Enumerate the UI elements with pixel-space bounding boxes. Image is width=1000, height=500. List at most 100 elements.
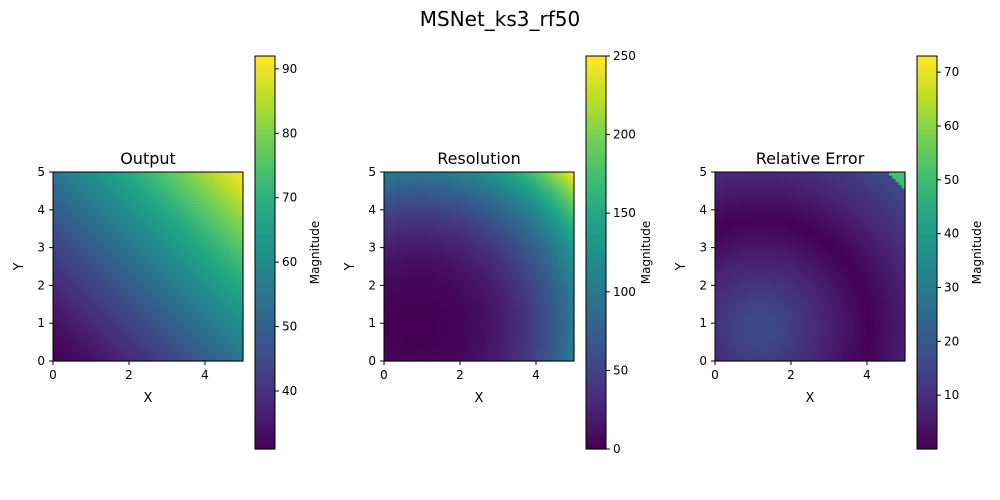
heatmap-cell — [110, 200, 114, 205]
heatmap-cell — [53, 175, 57, 179]
heatmap-cell — [167, 194, 171, 198]
heatmap-cell — [116, 329, 121, 334]
heatmap-cell — [84, 291, 89, 296]
heatmap-cell — [113, 279, 117, 283]
heatmap-cell — [141, 228, 146, 233]
heatmap-cell — [106, 272, 111, 277]
heatmap-cell — [97, 307, 102, 312]
heatmap-cell — [91, 250, 95, 255]
heatmap-cell — [81, 307, 86, 312]
heatmap-cell — [78, 203, 83, 208]
heatmap-cell — [179, 194, 184, 198]
heatmap-cell — [100, 222, 105, 227]
heatmap-cell — [129, 348, 133, 353]
heatmap-cell — [141, 216, 146, 220]
heatmap-cell — [56, 263, 60, 268]
heatmap-cell — [179, 241, 184, 246]
heatmap-cell — [148, 310, 152, 315]
heatmap-cell — [176, 222, 181, 227]
heatmap-cell — [65, 197, 70, 201]
heatmap-cell — [110, 345, 114, 349]
heatmap-cell — [116, 187, 121, 192]
heatmap-cell — [56, 342, 60, 346]
heatmap-cell — [141, 184, 146, 189]
heatmap-cell — [135, 197, 140, 201]
heatmap-cell — [84, 332, 89, 337]
heatmap-cell — [72, 197, 76, 201]
heatmap-cell — [75, 272, 79, 277]
heatmap-cell — [163, 342, 168, 346]
heatmap-cell — [125, 175, 130, 179]
heatmap-cell — [138, 285, 143, 290]
heatmap-cell — [110, 316, 114, 321]
heatmap-cell — [113, 235, 117, 239]
heatmap-cell — [122, 172, 127, 176]
heatmap-cell — [151, 175, 155, 179]
heatmap-cell — [103, 326, 108, 331]
heatmap-cell — [154, 348, 159, 353]
heatmap-cell — [78, 342, 83, 346]
heatmap-cell — [91, 294, 95, 299]
heatmap-cell — [81, 326, 86, 331]
heatmap-cell — [56, 253, 60, 258]
heatmap-cell — [75, 288, 79, 293]
heatmap-cell — [116, 263, 121, 268]
heatmap-cell — [81, 323, 86, 327]
heatmap-cell — [176, 206, 181, 211]
heatmap-cell — [87, 206, 92, 211]
heatmap-cell — [59, 187, 64, 192]
heatmap-cell — [59, 238, 64, 242]
heatmap-cell — [167, 184, 171, 189]
heatmap-cell — [116, 181, 121, 186]
heatmap-cell — [141, 291, 146, 296]
heatmap-cell — [72, 200, 76, 205]
heatmap-cell — [163, 329, 168, 334]
heatmap-cell — [94, 228, 98, 233]
heatmap-cell — [135, 298, 140, 302]
heatmap-cell — [144, 316, 149, 321]
heatmap-cell — [176, 275, 181, 280]
heatmap-cell — [182, 357, 187, 362]
heatmap-cell — [129, 282, 133, 286]
heatmap-cell — [94, 285, 98, 290]
heatmap-cell — [62, 288, 67, 293]
heatmap-cell — [182, 326, 187, 331]
heatmap-cell — [135, 342, 140, 346]
heatmap-cell — [129, 219, 133, 223]
heatmap-cell — [100, 282, 105, 286]
heatmap-cell — [110, 219, 114, 223]
heatmap-cell — [179, 313, 184, 318]
heatmap-cell — [129, 288, 133, 293]
heatmap-cell — [148, 335, 152, 340]
heatmap-cell — [68, 238, 73, 242]
heatmap-cell — [182, 200, 187, 205]
heatmap-cell — [192, 269, 197, 274]
heatmap-cell — [122, 212, 127, 217]
heatmap-cell — [182, 172, 187, 176]
heatmap-cell — [68, 272, 73, 277]
heatmap-cell — [189, 225, 193, 230]
heatmap-cell — [62, 313, 67, 318]
heatmap-cell — [163, 291, 168, 296]
heatmap-cell — [148, 228, 152, 233]
heatmap-cell — [97, 219, 102, 223]
heatmap-cell — [103, 263, 108, 268]
heatmap-cell — [103, 228, 108, 233]
heatmap-cell — [113, 282, 117, 286]
heatmap-cell — [186, 275, 190, 280]
heatmap-cell — [154, 351, 159, 356]
heatmap-cell — [138, 304, 143, 309]
heatmap-cell — [100, 238, 105, 242]
heatmap-cell — [192, 247, 197, 252]
heatmap-cell — [62, 187, 67, 192]
heatmap-cell — [186, 181, 190, 186]
heatmap-cell — [87, 282, 92, 286]
heatmap-cell — [154, 332, 159, 337]
heatmap-cell — [138, 203, 143, 208]
heatmap-cell — [72, 279, 76, 283]
heatmap-cell — [53, 231, 57, 236]
heatmap-cell — [148, 241, 152, 246]
heatmap-cell — [167, 323, 171, 327]
heatmap-cell — [189, 260, 193, 264]
heatmap-cell — [141, 260, 146, 264]
